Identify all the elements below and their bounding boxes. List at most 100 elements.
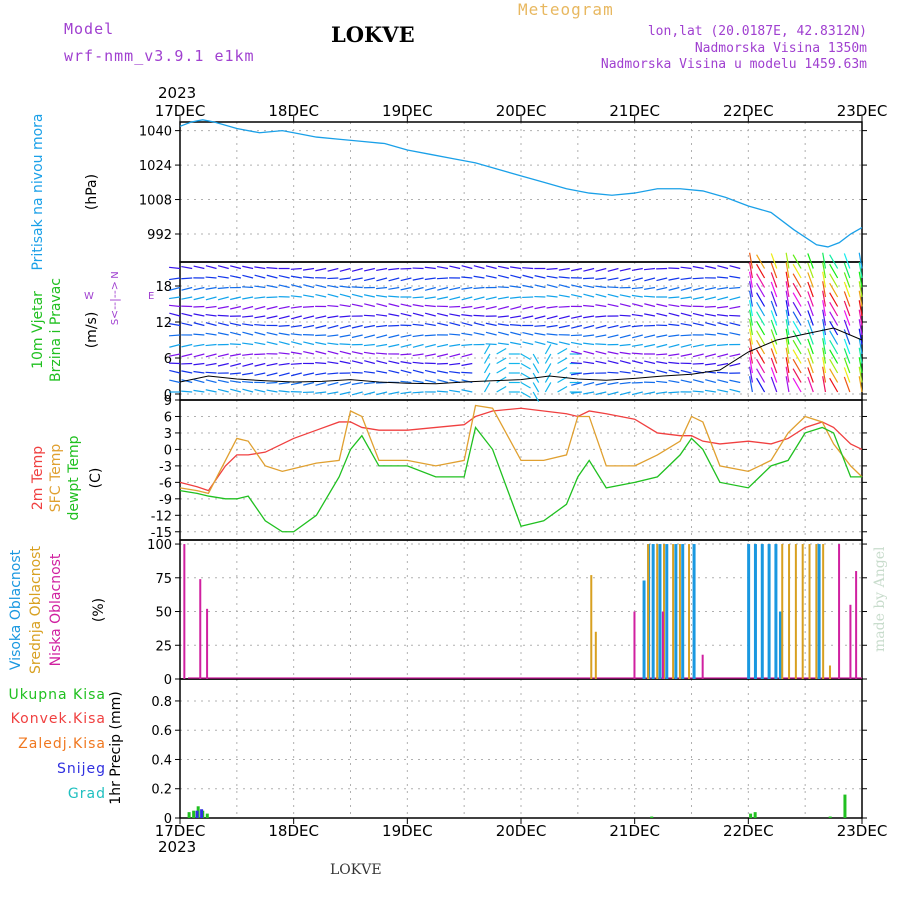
wind-barb [607,303,619,308]
y-tick-label: 1040 [139,125,172,140]
wind-barb [607,286,619,289]
wind-barb [510,266,522,270]
wind-barb [619,314,631,317]
wind-barb [532,363,540,374]
wind-barb [388,391,400,395]
wind-barb [770,319,778,336]
wind-barb [351,303,363,308]
cloud-bar [665,544,669,679]
wind-barb [290,267,302,270]
cloud-bar [808,544,811,679]
wind-barb [785,281,790,298]
wind-barb [449,362,461,366]
wind-barb [668,343,680,348]
wind-barb [692,312,704,317]
wind-barb [242,265,254,270]
wind-barb [520,391,531,399]
wind-barb [229,353,242,357]
wind-barb [858,376,863,393]
wind-barb [254,341,266,346]
wind-barb [656,334,668,338]
wind-barb [327,284,339,289]
wind-barb [858,357,863,374]
wind-barb [461,276,473,279]
wind-barb [364,267,375,272]
cloud-bar [801,544,804,679]
wind-barb [351,334,363,339]
wind-barb [483,344,491,355]
wind-barb [376,360,388,365]
wind-barb [437,312,449,317]
wind-barb [449,313,461,317]
wind-barb [807,281,814,298]
wind-barb [843,338,851,355]
wind-barb [254,296,266,299]
wind-barb [303,372,315,376]
cloud-bar [788,544,791,679]
wind-barb [829,377,839,393]
wind-barb [822,366,827,383]
cloud-bar [681,544,685,679]
cloud-low-axis-label: Niska Oblacnost [48,553,64,666]
wind-barb [729,332,741,336]
wind-barb [473,275,485,279]
wind-barb [631,391,643,396]
wind-barb [291,315,302,320]
wind-barb [339,277,351,280]
wind-barb [756,282,766,298]
wind-barb [181,277,193,280]
wind-barb [729,305,741,310]
y-tick-label: 0 [164,812,172,827]
wind-barb [668,304,680,308]
wind-barb [807,357,814,374]
wind-barb [510,274,522,279]
wind-barb [692,277,704,280]
wind-barb [807,291,814,307]
wind-barb [230,305,242,310]
year-label-bottom: 2023 [158,838,197,856]
wind-barb [510,296,522,299]
wind-barb [461,314,473,317]
cloud-bar [672,544,675,679]
wind-barb [266,331,278,336]
wind-barb [327,391,339,395]
wind-barb [546,295,558,298]
wind-barb [717,332,729,336]
wind-barb [412,312,424,317]
model-run-label: wrf-nmm_v3.9.1 e1km [64,47,255,65]
elevation-label: Nadmorska Visina 1350m [694,41,867,56]
footer-station: LOKVE [330,862,382,878]
wind-barb [169,286,181,291]
wind-barb [485,343,497,346]
wind-barb [668,334,680,338]
wind-barb [181,322,193,327]
wind-barb [302,305,315,308]
precip-bar [749,813,753,818]
wind-barb [749,262,753,279]
wind-barb [822,319,827,336]
wind-barb [437,379,449,384]
wind-barb [571,324,583,329]
wind-barb [717,265,729,270]
wind-barb [756,358,766,374]
cloud-bar [590,575,593,679]
wind-barb [705,322,717,327]
wind-barb [205,379,217,384]
wind-barb [509,324,522,327]
wind-barb [822,347,827,364]
time-tick-top: 19DEC [382,102,433,120]
wind-barb [290,295,302,298]
y-tick-label: 100 [147,538,172,553]
wind-barb [315,324,327,329]
wind-barb [412,380,424,384]
wind-barb [242,323,254,327]
wind-barb [843,357,851,374]
wind-barb [339,391,351,396]
precip-bar [843,794,847,818]
wind-barb [193,313,205,317]
wind-barb [680,334,692,337]
compass-arrows: <--|--> [108,281,121,319]
wind-barb [546,315,558,320]
wind-barb [205,322,217,327]
wind-barb [595,285,607,289]
